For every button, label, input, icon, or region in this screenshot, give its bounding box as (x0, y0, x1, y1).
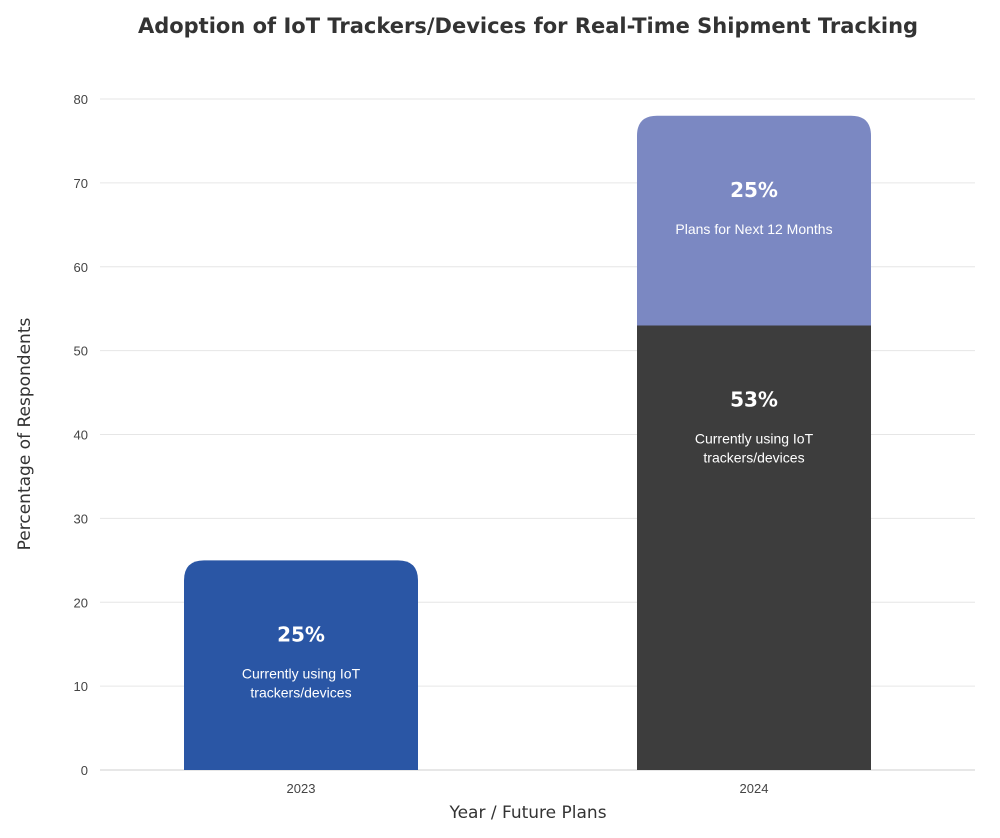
y-tick-label: 10 (74, 679, 88, 694)
y-axis-label: Percentage of Respondents (15, 318, 35, 551)
y-tick-label: 40 (74, 428, 88, 443)
segment-description: trackers/devices (250, 684, 351, 700)
bar-segment (637, 325, 871, 770)
segment-description: trackers/devices (703, 449, 804, 465)
x-axis-label: Year / Future Plans (448, 803, 606, 823)
y-tick-label: 30 (74, 511, 88, 526)
x-tick-label: 2024 (740, 781, 769, 796)
segment-value-label: 53% (730, 387, 778, 411)
y-tick-label: 80 (74, 92, 88, 107)
y-tick-label: 20 (74, 595, 88, 610)
segment-value-label: 25% (730, 178, 778, 202)
y-tick-label: 0 (81, 763, 88, 778)
x-tick-label: 2023 (287, 781, 316, 796)
bar-segment (637, 115, 871, 326)
bar-segment (184, 560, 418, 770)
chart-title: Adoption of IoT Trackers/Devices for Rea… (137, 14, 919, 38)
segment-description: Currently using IoT (242, 665, 361, 681)
segment-value-label: 25% (277, 622, 325, 646)
segment-description: Currently using IoT (695, 430, 814, 446)
segment-description: Plans for Next 12 Months (675, 221, 832, 237)
y-tick-label: 60 (74, 260, 88, 275)
y-tick-label: 70 (74, 176, 88, 191)
y-tick-label: 50 (74, 344, 88, 359)
